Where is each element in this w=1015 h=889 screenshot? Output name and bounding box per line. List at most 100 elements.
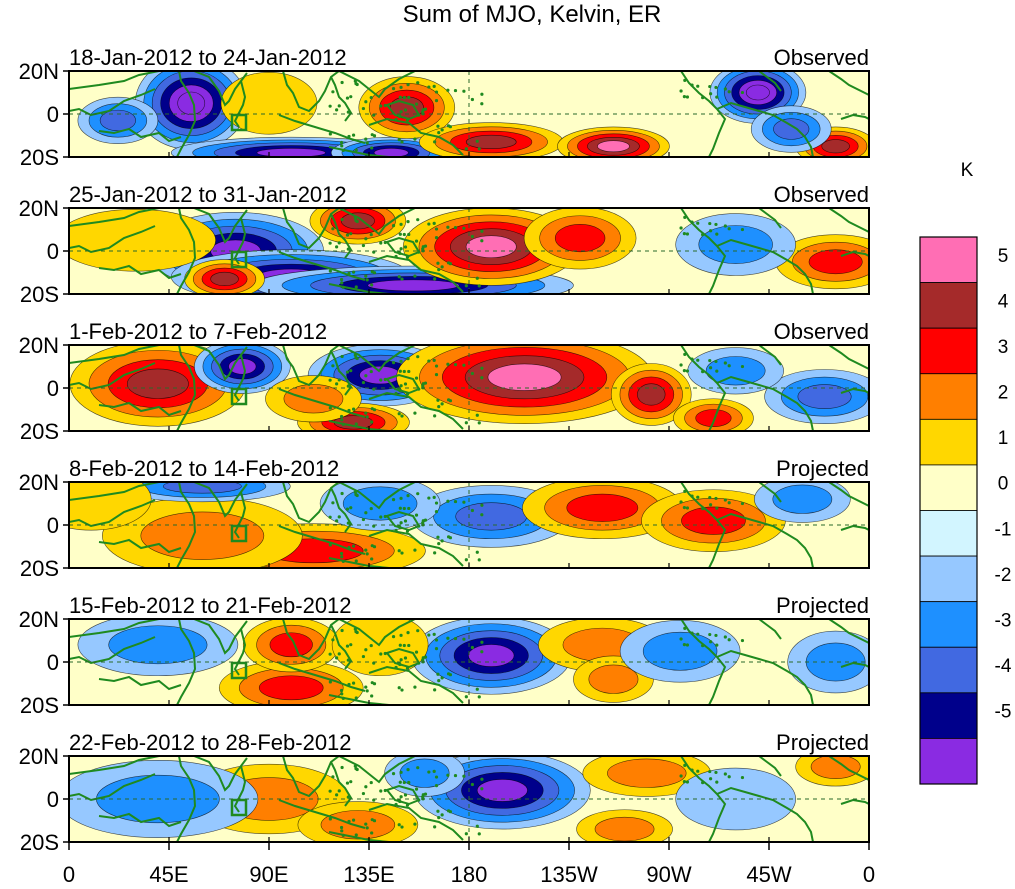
island <box>331 775 335 779</box>
coastline <box>828 208 869 233</box>
island <box>340 354 344 359</box>
island <box>337 241 341 245</box>
island <box>370 818 374 822</box>
island <box>462 637 466 641</box>
island <box>423 518 428 522</box>
region-box <box>230 798 248 817</box>
island <box>347 682 351 687</box>
coastline <box>368 391 464 430</box>
island <box>335 519 339 523</box>
island <box>353 764 357 768</box>
island <box>369 232 373 237</box>
x-tick-label: 0 <box>63 862 75 887</box>
island <box>714 359 718 364</box>
coastline <box>69 345 197 431</box>
island <box>440 539 444 543</box>
island <box>434 99 439 103</box>
island <box>400 825 404 829</box>
anomaly-contour <box>597 140 630 153</box>
island <box>399 795 403 799</box>
island <box>446 225 450 229</box>
island <box>432 495 436 499</box>
island <box>679 363 683 367</box>
island <box>354 82 358 86</box>
colorbar-label: 0 <box>998 474 1009 495</box>
island <box>714 633 718 638</box>
island <box>341 559 345 563</box>
island <box>727 90 731 94</box>
island <box>432 769 436 773</box>
coastline <box>193 208 248 244</box>
island <box>340 281 344 285</box>
anomaly-contour <box>320 810 396 840</box>
island <box>453 88 458 93</box>
coastline <box>282 482 340 524</box>
island <box>406 631 410 635</box>
island <box>402 369 406 374</box>
island <box>690 631 694 635</box>
island <box>370 544 374 548</box>
coastline <box>282 208 340 250</box>
island <box>480 650 484 654</box>
island <box>453 499 458 504</box>
island <box>683 763 687 767</box>
island <box>403 656 408 660</box>
island <box>349 232 353 236</box>
island <box>477 558 481 562</box>
island <box>417 113 421 117</box>
island <box>346 110 350 114</box>
island <box>434 638 439 642</box>
island <box>394 117 398 122</box>
coastline <box>278 662 366 692</box>
anomaly-contour <box>566 493 639 522</box>
island <box>477 695 481 699</box>
island <box>399 359 403 363</box>
island <box>369 506 373 511</box>
island <box>682 369 687 373</box>
island <box>331 638 335 642</box>
island <box>364 237 368 241</box>
island <box>403 245 408 249</box>
island <box>407 232 411 237</box>
coastline <box>368 528 464 567</box>
island <box>413 822 417 826</box>
island <box>397 525 401 529</box>
island <box>446 672 451 676</box>
coastline <box>98 401 182 417</box>
island <box>446 362 450 366</box>
coastline <box>840 113 869 120</box>
y-tick-label: 20N <box>19 333 59 358</box>
coastlines <box>69 71 869 157</box>
map-panel: 15-Feb-2012 to 21-Feb-2012 Projected 20N 0 2… <box>19 593 870 718</box>
island <box>354 285 358 289</box>
coastline <box>828 619 869 644</box>
anomaly-contour <box>108 625 208 665</box>
island <box>414 376 419 380</box>
island <box>402 643 406 648</box>
island <box>403 519 408 523</box>
colorbar-label: 5 <box>998 246 1009 267</box>
island <box>337 378 341 382</box>
island <box>345 507 350 511</box>
island <box>399 633 403 637</box>
island <box>354 630 358 634</box>
colorbar-frame <box>919 236 978 785</box>
island <box>715 369 719 373</box>
coastline <box>233 765 247 813</box>
coastline <box>98 127 182 143</box>
anomaly-contour <box>695 409 732 428</box>
island <box>349 780 353 784</box>
island <box>365 278 369 282</box>
anomaly-contour <box>810 756 861 779</box>
island <box>690 357 694 361</box>
coastline <box>840 524 869 531</box>
island <box>397 412 401 416</box>
island <box>379 515 383 519</box>
island <box>407 506 411 511</box>
colorbar-swatch <box>919 738 978 785</box>
y-tick-label: 20N <box>19 196 59 221</box>
coastline <box>716 512 814 568</box>
anomaly-contour <box>258 675 324 701</box>
island <box>413 685 417 689</box>
island <box>337 789 341 793</box>
